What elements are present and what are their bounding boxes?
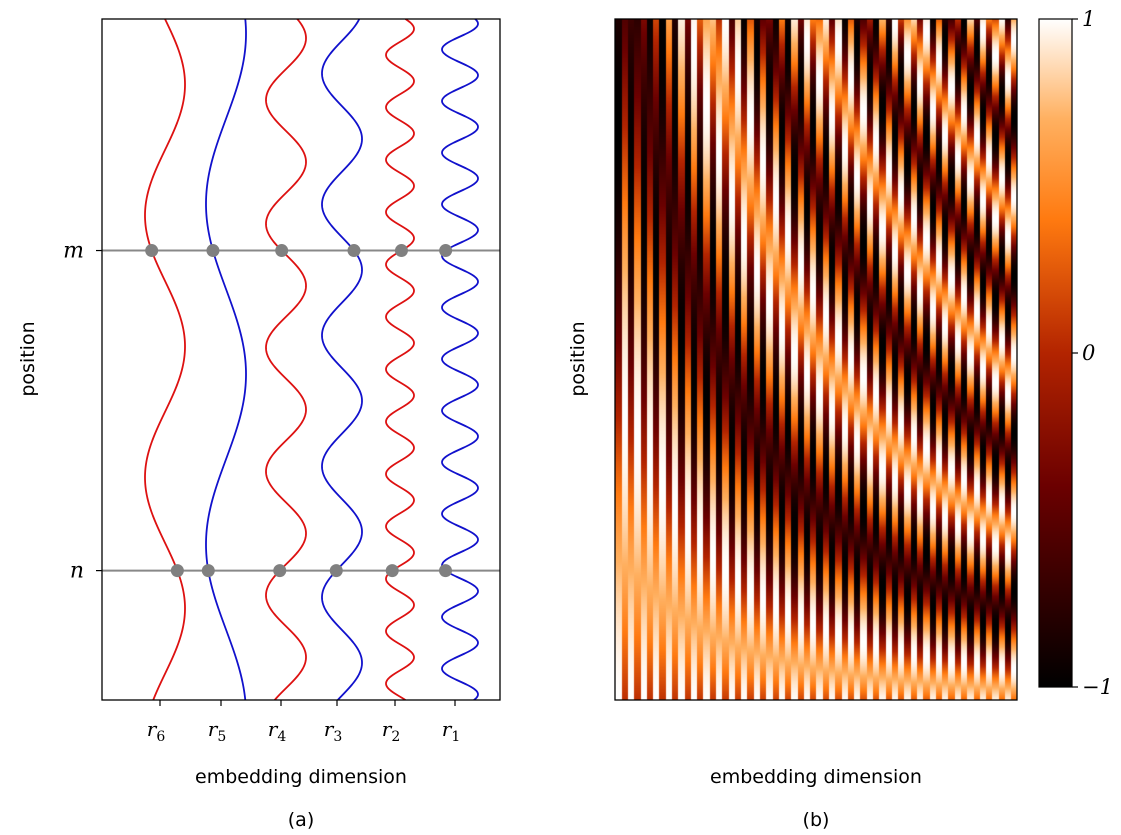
sinusoid-series-6 (441, 19, 479, 700)
intersection-markers (145, 244, 453, 578)
colorbar-tick-label-1: 0 (1082, 341, 1095, 365)
sinusoid-series-3 (265, 19, 307, 700)
panel-b-caption: (b) (803, 809, 830, 831)
marker-m-1 (145, 244, 159, 258)
sinusoid-series-1 (144, 19, 186, 700)
panel-a: mn r6 r5 r4 r3 r2 r1 position embedding dimen… (17, 18, 501, 831)
panel-a-xlabel: embedding dimension (195, 766, 407, 788)
x-tick-label-5: r2 (382, 717, 400, 745)
x-ticks: r6 r5 r4 r3 r2 r1 (147, 700, 460, 745)
sinusoid-series-2 (205, 19, 247, 700)
sinusoid-curves (144, 19, 479, 700)
marker-m-6 (439, 244, 453, 258)
panel-b-frame (614, 18, 1018, 701)
marker-n-6 (439, 564, 453, 578)
marker-n-5 (385, 564, 399, 578)
y-ticks: mn (63, 239, 102, 584)
marker-m-4 (347, 244, 361, 258)
colorbar (1038, 18, 1073, 688)
marker-m-2 (206, 244, 220, 258)
sinusoid-series-5 (385, 19, 415, 700)
x-tick-label-1: r6 (147, 717, 166, 745)
panel-a-ylabel: position (17, 321, 39, 396)
colorbar-tick-label-2: −1 (1082, 675, 1113, 699)
y-tick-label-m: m (63, 239, 84, 264)
heatmap (615, 19, 1017, 700)
panel-b: position embedding dimension (b) 1 0 −1 (567, 7, 1113, 831)
panel-b-xlabel: embedding dimension (710, 766, 922, 788)
position-lines (102, 249, 500, 572)
panel-b-ylabel: position (567, 321, 589, 396)
panel-a-frame (101, 18, 501, 701)
x-tick-label-6: r1 (442, 717, 460, 745)
x-tick-label-2: r5 (208, 717, 226, 745)
x-tick-label-4: r3 (324, 717, 342, 745)
colorbar-tick-label-0: 1 (1082, 7, 1095, 31)
marker-n-2 (201, 564, 215, 578)
panel-a-caption: (a) (288, 809, 314, 831)
marker-n-1 (170, 564, 184, 578)
y-tick-label-n: n (70, 559, 84, 584)
sinusoid-series-4 (321, 19, 363, 700)
x-tick-label-3: r4 (268, 717, 287, 745)
colorbar-ticks: 1 0 −1 (1072, 7, 1113, 699)
marker-m-5 (394, 244, 408, 258)
marker-m-3 (275, 244, 289, 258)
marker-n-4 (329, 564, 343, 578)
marker-n-3 (273, 564, 287, 578)
